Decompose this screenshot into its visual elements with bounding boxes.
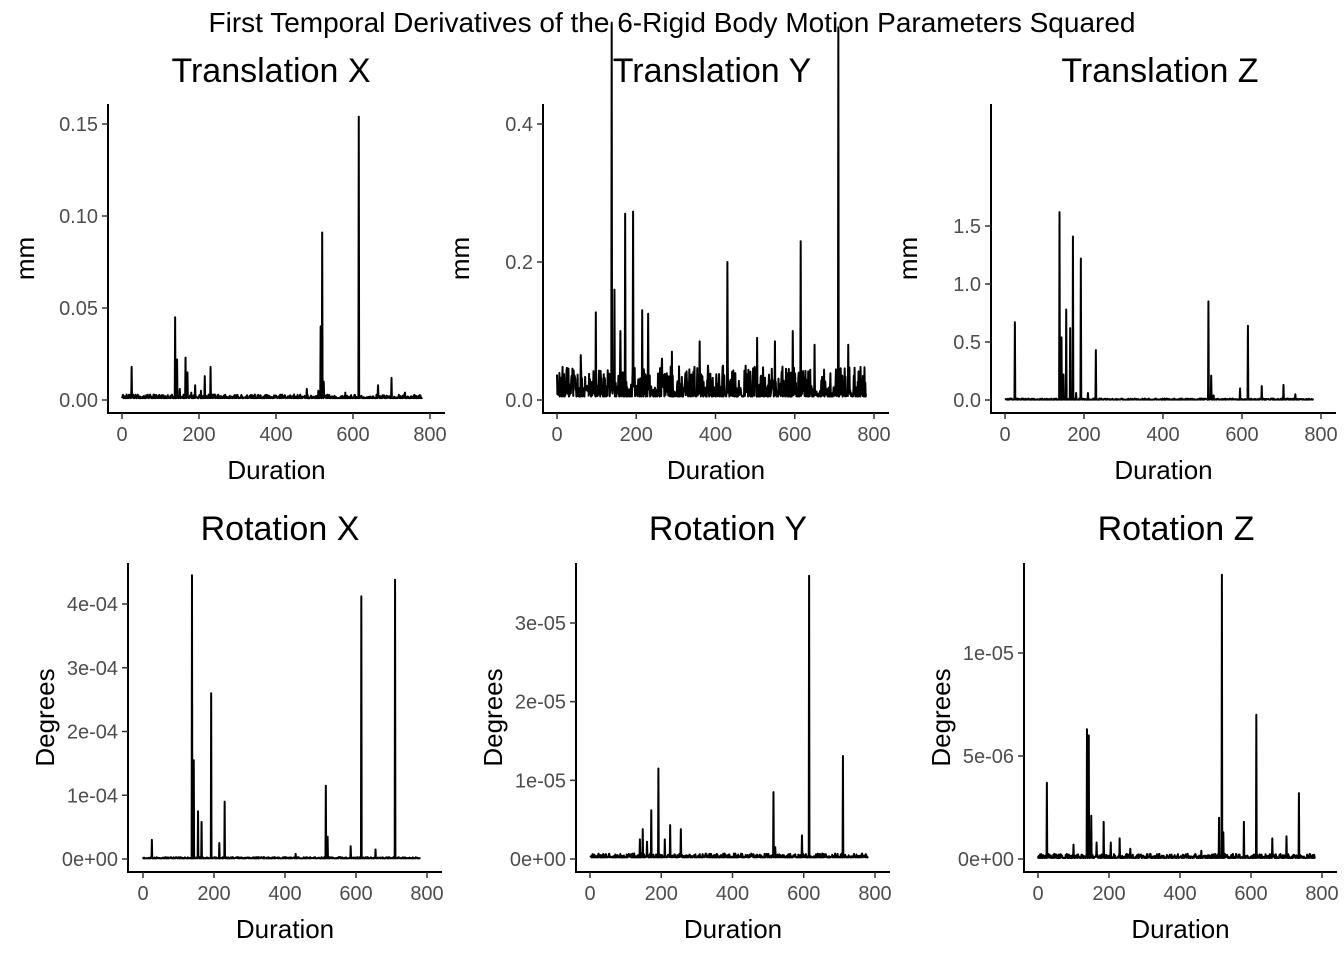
x-tick-label: 0 — [1032, 883, 1043, 905]
series-line — [142, 574, 421, 860]
x-tick-label: 800 — [858, 883, 891, 905]
x-tick-label: 0 — [137, 883, 148, 905]
figure-title: First Temporal Derivatives of the 6-Rigi… — [209, 7, 1136, 38]
panel-rotation-x: Rotation X 0e+00 1e-04 2e-04 3e-04 4e-04 0 200 4… — [30, 510, 444, 944]
x-tick-label: 400 — [699, 424, 732, 446]
x-tick-label: 600 — [1225, 424, 1258, 446]
panel-rotation-y: Rotation Y 0e+00 1e-05 2e-05 3e-05 0 200 400 600… — [478, 510, 892, 944]
x-tick-label: 0 — [551, 424, 562, 446]
series-line — [121, 115, 423, 400]
y-tick-label: 1e-04 — [67, 785, 118, 807]
y-tick-label: 1e-05 — [515, 770, 566, 792]
panel-title: Translation Y — [613, 52, 811, 90]
panel-title: Translation Z — [1061, 52, 1258, 90]
y-tick-label: 2e-04 — [67, 722, 118, 744]
series-line — [556, 21, 868, 398]
series-line — [589, 574, 869, 859]
x-tick-label: 400 — [259, 424, 292, 446]
x-tick-label: 400 — [1163, 883, 1196, 905]
y-tick-label: 0.5 — [953, 332, 981, 354]
x-tick-label: 800 — [410, 883, 443, 905]
y-axis-label: Degrees — [478, 668, 508, 766]
y-tick-label: 1e-05 — [963, 643, 1014, 665]
y-axis-label: mm — [445, 237, 475, 280]
x-tick-label: 800 — [857, 424, 890, 446]
x-tick-label: 200 — [182, 424, 215, 446]
y-tick-label: 1.5 — [953, 216, 981, 238]
panel-title: Translation X — [171, 52, 370, 90]
panel-translation-y: Translation Y 0.0 0.2 0.4 0 200 400 600 800 Durat… — [445, 21, 891, 485]
panel-title: Rotation X — [201, 510, 360, 548]
y-tick-label: 0.0 — [505, 390, 533, 412]
y-tick-label: 0e+00 — [510, 849, 566, 871]
panel-title: Rotation Y — [649, 510, 807, 548]
x-tick-label: 400 — [1146, 424, 1179, 446]
x-tick-label: 800 — [413, 424, 446, 446]
y-axis-label: mm — [893, 237, 923, 280]
panel-translation-z: Translation Z 0.0 0.5 1.0 1.5 0 200 400 600 800 Du… — [893, 52, 1338, 485]
x-axis-label: Duration — [1131, 914, 1229, 944]
y-tick-label: 3e-04 — [67, 658, 118, 680]
x-tick-label: 200 — [1092, 883, 1125, 905]
x-tick-label: 400 — [268, 883, 301, 905]
y-tick-label: 1.0 — [953, 274, 981, 296]
x-tick-label: 200 — [197, 883, 230, 905]
y-tick-label: 0e+00 — [62, 849, 118, 871]
y-tick-label: 2e-05 — [515, 692, 566, 714]
y-tick-label: 4e-04 — [67, 594, 118, 616]
y-tick-label: 5e-06 — [963, 746, 1014, 768]
panel-translation-x: Translation X 0.00 0.05 0.10 0.15 0 200 400 600 8… — [10, 52, 447, 485]
x-axis-label: Duration — [684, 914, 782, 944]
series-line — [1004, 211, 1315, 401]
x-tick-label: 600 — [1234, 883, 1267, 905]
x-tick-label: 0 — [116, 424, 127, 446]
x-axis-label: Duration — [236, 914, 334, 944]
x-tick-label: 400 — [716, 883, 749, 905]
x-tick-label: 600 — [778, 424, 811, 446]
x-axis-label: Duration — [667, 455, 765, 485]
y-tick-label: 0.0 — [953, 390, 981, 412]
y-axis-label: Degrees — [30, 668, 60, 766]
x-tick-label: 0 — [584, 883, 595, 905]
panel-title: Rotation Z — [1098, 510, 1255, 548]
y-tick-label: 0.05 — [59, 298, 98, 320]
x-tick-label: 200 — [1067, 424, 1100, 446]
series-line — [1037, 573, 1316, 859]
x-tick-label: 600 — [787, 883, 820, 905]
y-tick-label: 0.00 — [59, 390, 98, 412]
x-axis-label: Duration — [1114, 455, 1212, 485]
x-tick-label: 600 — [336, 424, 369, 446]
x-tick-label: 600 — [339, 883, 372, 905]
x-tick-label: 0 — [999, 424, 1010, 446]
x-tick-label: 800 — [1304, 424, 1337, 446]
x-axis-label: Duration — [227, 455, 325, 485]
y-tick-label: 0.4 — [505, 114, 533, 136]
panel-rotation-z: Rotation Z 0e+00 5e-06 1e-05 0 200 400 600 800 Du… — [926, 510, 1339, 944]
y-axis-label: mm — [10, 237, 40, 280]
x-tick-label: 200 — [620, 424, 653, 446]
y-tick-label: 0e+00 — [958, 849, 1014, 871]
y-tick-label: 3e-05 — [515, 613, 566, 635]
y-tick-label: 0.10 — [59, 206, 98, 228]
y-axis-label: Degrees — [926, 668, 956, 766]
x-tick-label: 800 — [1305, 883, 1338, 905]
x-tick-label: 200 — [645, 883, 678, 905]
y-tick-label: 0.15 — [59, 114, 98, 136]
y-tick-label: 0.2 — [505, 252, 533, 274]
